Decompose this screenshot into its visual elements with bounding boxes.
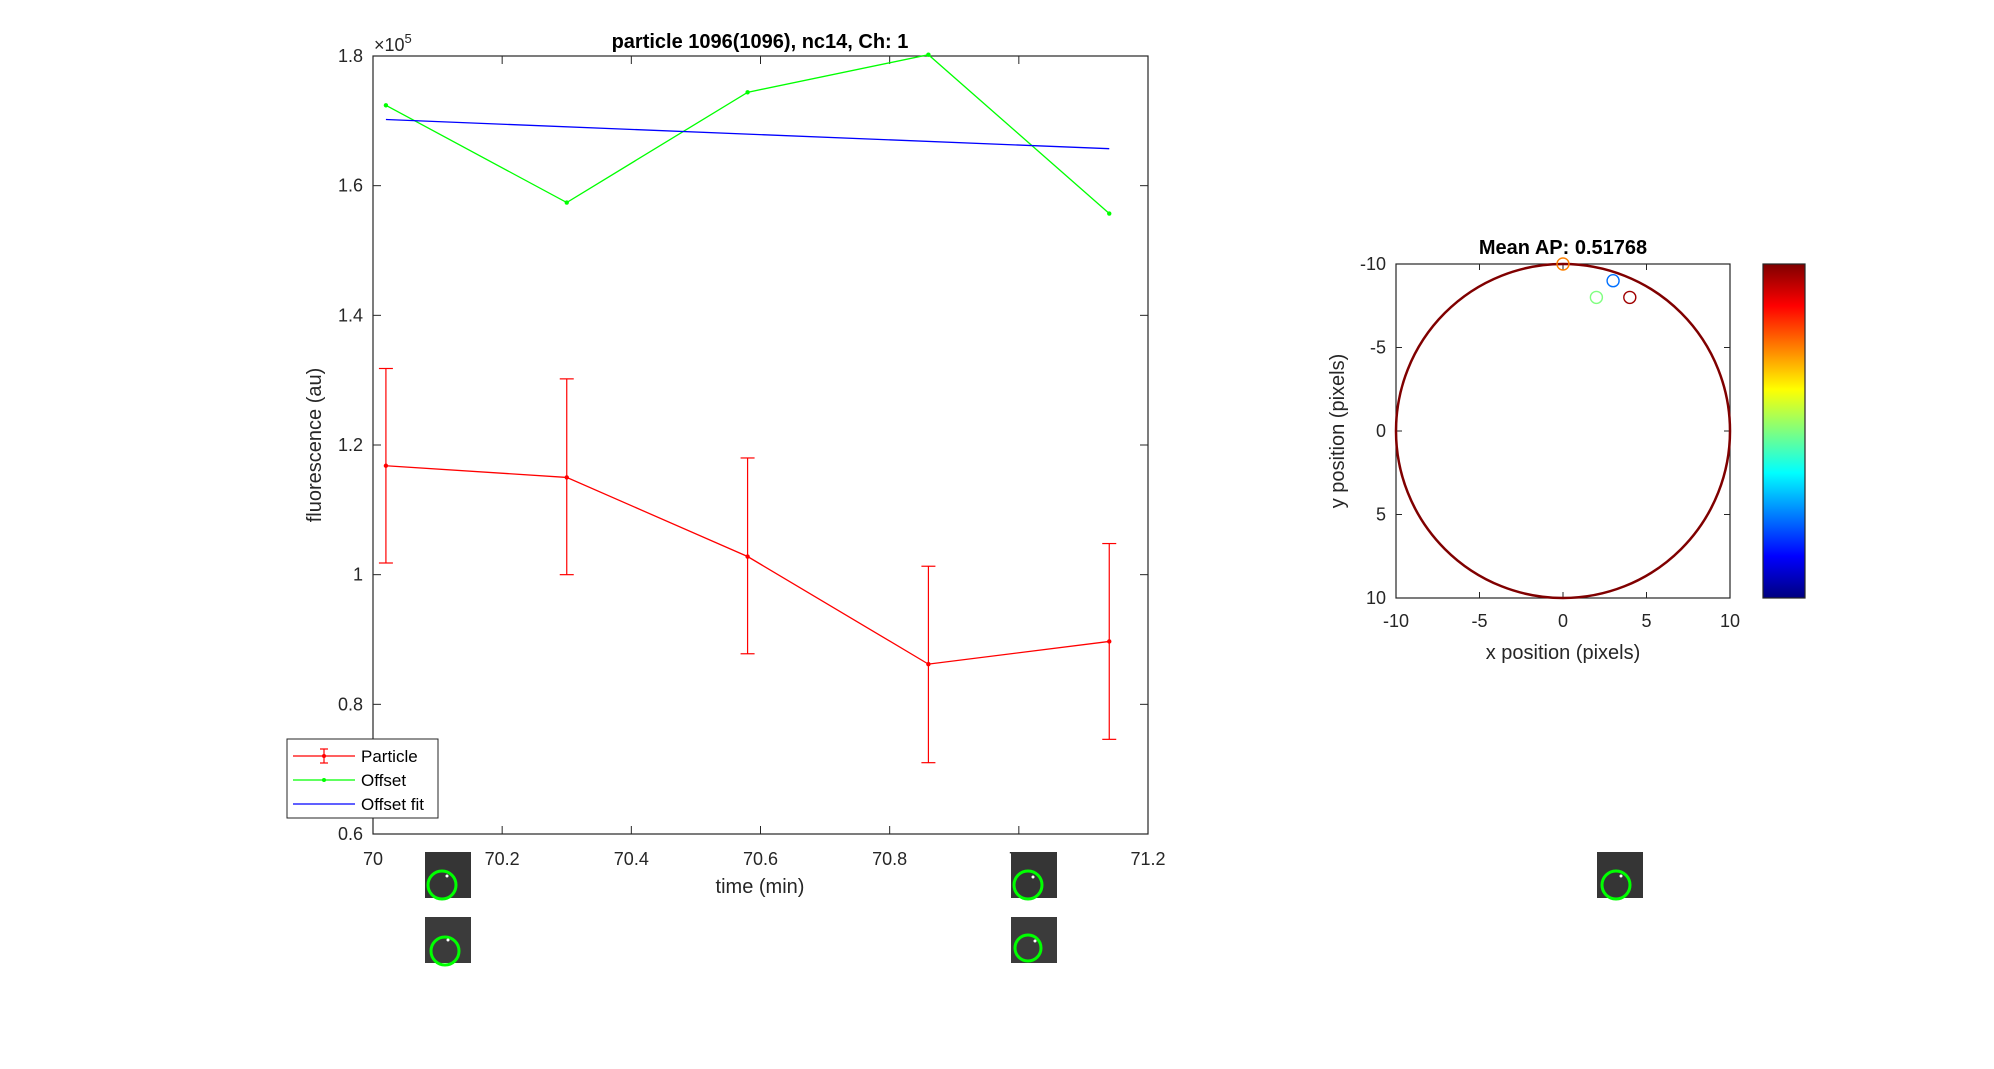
point-particle (745, 554, 750, 559)
snapshot-1-circle (426, 869, 458, 901)
point-particle (926, 661, 931, 667)
position-xtick-label: 5 (1641, 611, 1651, 631)
position-marks (1394, 257, 1732, 600)
trace-ytick-label: 1.6 (338, 176, 363, 196)
snapshot-4-spot (1033, 939, 1037, 943)
point-offset (745, 90, 750, 95)
legend-entry-offset: Offset (293, 771, 406, 790)
position-title: Mean AP: 0.51768 (1479, 237, 1647, 259)
snapshot-5-circle (1600, 869, 1632, 901)
snapshot-5 (1597, 852, 1643, 901)
trace-title: particle 1096(1096), nc14, Ch: 1 (612, 31, 909, 53)
position-marker (1623, 290, 1637, 305)
trace-xlabel: time (min) (716, 876, 805, 898)
point-particle (564, 475, 569, 480)
point-offset (383, 103, 389, 108)
position-marker (1589, 290, 1604, 305)
colorbar-gradient (1762, 263, 1806, 599)
trace-xtick-label: 71.2 (1130, 849, 1165, 869)
trace-y-exponent-base: ×10 (374, 35, 405, 55)
trace-xtick-label: 70.2 (485, 849, 520, 869)
snapshot-2-circle (429, 935, 461, 967)
position-marker (1606, 274, 1620, 288)
point-offset (1107, 211, 1112, 216)
position-xtick-label: 0 (1558, 611, 1568, 631)
legend-offset-marker (322, 778, 326, 782)
trace-ytick-label: 0.6 (338, 824, 363, 844)
position-xtick-label: -10 (1383, 611, 1409, 631)
trace-ytick-label: 1 (353, 565, 363, 585)
snapshot-4 (1011, 917, 1057, 963)
position-axes-box (1395, 263, 1731, 599)
snapshot-4-circle (1013, 933, 1043, 963)
legend-particle-label: Particle (361, 747, 418, 766)
snapshot-1-spot (445, 874, 449, 878)
point-offset (564, 200, 569, 205)
snapshot-3 (1011, 852, 1057, 901)
snapshot-2-spot (446, 938, 450, 942)
position-ticks: -10 -5 0 5 10 -10 -5 0 5 10 (1360, 254, 1740, 631)
position-plot: Mean AP: 0.51768 x position (pixels) y p… (1327, 237, 1740, 664)
position-ytick-label: -10 (1360, 254, 1386, 274)
trace-ytick-label: 1.2 (338, 435, 363, 455)
point-offset (926, 52, 931, 57)
trace-xtick-label: 70 (363, 849, 383, 869)
snapshot-thumbnails (425, 852, 1643, 967)
position-ylabel: y position (pixels) (1327, 354, 1349, 509)
series-line-offset-fit (385, 118, 1110, 150)
nucleus-circle (1394, 262, 1732, 600)
position-xtick-label: 10 (1720, 611, 1740, 631)
position-marker (1556, 257, 1570, 271)
snapshot-1 (425, 852, 471, 901)
trace-legend: Particle Offset Offset fit (286, 738, 439, 819)
legend-entry-offset-fit: Offset fit (293, 795, 424, 814)
legend-offset-label: Offset (361, 771, 406, 790)
trace-ytick-label: 1.8 (338, 46, 363, 66)
colorbar (1762, 263, 1806, 599)
trace-ylabel: fluorescence (au) (304, 368, 326, 523)
snapshot-5-spot (1619, 874, 1623, 878)
trace-ytick-label: 1.4 (338, 305, 363, 325)
trace-xtick-label: 70.6 (743, 849, 778, 869)
position-ytick-label: 5 (1376, 505, 1386, 525)
position-xtick-label: -5 (1471, 611, 1487, 631)
position-ytick-label: 0 (1376, 421, 1386, 441)
point-particle (1107, 639, 1112, 644)
snapshot-2 (425, 917, 471, 967)
legend-offset-fit-label: Offset fit (361, 795, 424, 814)
trace-series (378, 52, 1117, 764)
point-particle (383, 463, 389, 468)
position-ytick-label: -5 (1370, 338, 1386, 358)
fluorescence-trace-plot: particle 1096(1096), nc14, Ch: 1 time (m… (286, 31, 1166, 898)
position-ytick-label: 10 (1366, 588, 1386, 608)
legend-particle-marker (322, 754, 326, 758)
trace-y-exponent-power: 5 (405, 31, 412, 46)
trace-ticks: 7070.270.470.670.87171.20.60.811.21.41.6… (338, 46, 1166, 869)
trace-xtick-label: 70.8 (872, 849, 907, 869)
legend-entry-particle: Particle (293, 747, 418, 766)
legend-box (286, 738, 439, 819)
position-xlabel: x position (pixels) (1486, 642, 1641, 664)
snapshot-3-spot (1031, 875, 1035, 879)
trace-axes-box (372, 55, 1149, 835)
trace-ytick-label: 0.8 (338, 694, 363, 714)
snapshot-3-circle (1012, 869, 1044, 901)
trace-xtick-label: 70.4 (614, 849, 649, 869)
trace-y-exponent: ×105 (374, 31, 412, 55)
